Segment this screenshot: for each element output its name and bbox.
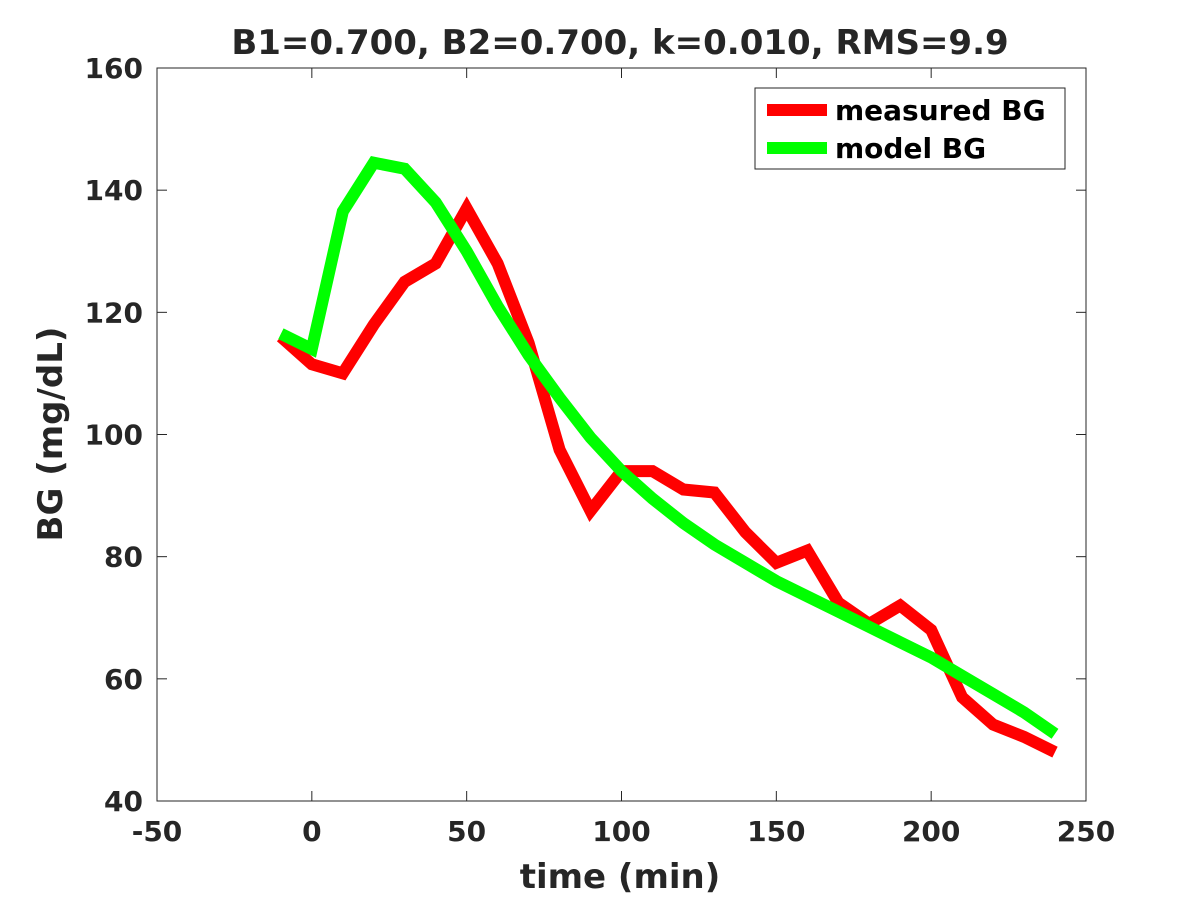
x-tick-label: 150 <box>747 815 805 848</box>
x-tick-label: 100 <box>592 815 650 848</box>
y-tick-label: 40 <box>104 785 143 818</box>
chart-title: B1=0.700, B2=0.700, k=0.010, RMS=9.9 <box>231 23 1008 63</box>
x-axis-label: time (min) <box>520 857 721 897</box>
y-tick-label: 160 <box>85 52 143 85</box>
y-tick-label: 100 <box>85 419 143 452</box>
legend-label: measured BG <box>835 94 1046 127</box>
series-line-measured-bg <box>276 196 1058 758</box>
plot-area <box>157 68 1086 801</box>
y-tick-label: 80 <box>104 541 143 574</box>
series-layer <box>276 156 1059 758</box>
legend-box <box>754 87 1066 170</box>
x-tick-label: 200 <box>902 815 960 848</box>
y-axis-label: BG (mg/dL) <box>31 327 71 542</box>
series-line-model-bg <box>278 156 1059 739</box>
legend: measured BG model BG <box>754 87 1066 170</box>
legend-label: model BG <box>835 132 986 165</box>
y-tick-label: 140 <box>85 174 143 207</box>
y-tick-label: 60 <box>104 663 143 696</box>
x-tick-label: 0 <box>302 815 321 848</box>
x-tick-label: 250 <box>1057 815 1115 848</box>
x-tick-label: -50 <box>132 815 183 848</box>
ticks-layer: -50 0 50 100 150 200 250 40 60 80 100 120 140 160 <box>85 52 1116 848</box>
x-tick-label: 50 <box>447 815 486 848</box>
y-tick-label: 120 <box>85 296 143 329</box>
